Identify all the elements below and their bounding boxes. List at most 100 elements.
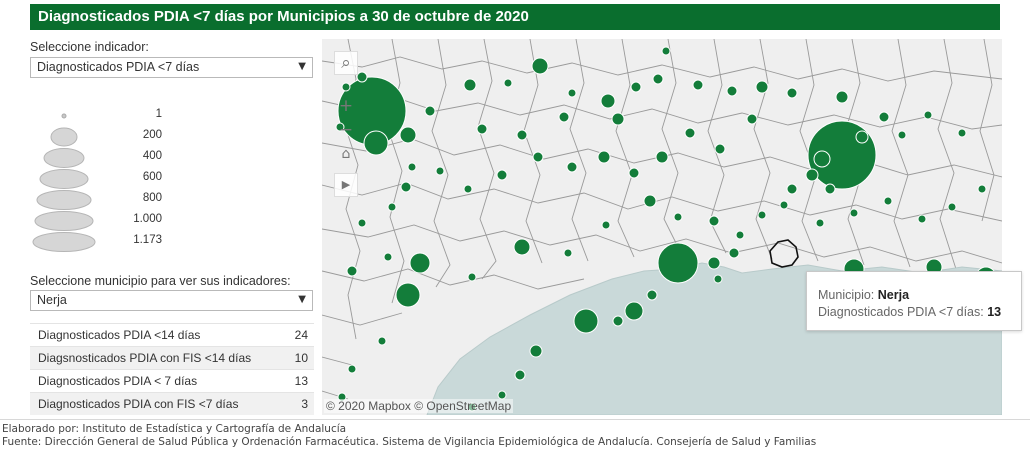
municipality-bubble[interactable] [516,129,528,141]
municipality-bubble[interactable] [611,112,625,126]
indicator-value: 24 [294,328,308,342]
municipality-bubble[interactable] [496,169,508,181]
municipality-bubble[interactable] [600,93,616,109]
municipality-bubble[interactable] [735,230,745,240]
municipality-bubble[interactable] [395,282,421,308]
municipality-bubble[interactable] [684,127,696,139]
play-icon[interactable]: ▶ [334,173,358,197]
municipality-bubble[interactable] [409,252,431,274]
municipality-bubble[interactable] [463,184,473,194]
municipality-bubble[interactable] [357,218,367,228]
municipality-bubble[interactable] [655,150,669,164]
search-icon[interactable]: ⌕ [334,51,358,75]
municipality-bubble[interactable] [957,128,967,138]
municipality-bubble[interactable] [497,390,507,400]
municipality-bubble[interactable] [399,126,417,144]
municipality-bubble[interactable] [400,181,412,193]
tooltip-municipio: Municipio: Nerja [818,288,909,302]
map-view[interactable]: ⌕ + − ⌂ ▶ © 2020 Mapbox © OpenStreetMap [322,39,1002,415]
municipality-bubble[interactable] [779,200,789,210]
municipality-bubble[interactable] [341,82,351,92]
municipality-bubble[interactable] [529,344,543,358]
municipality-bubble[interactable] [755,80,769,94]
municipality-bubble[interactable] [643,194,657,208]
municipality-bubble[interactable] [815,218,825,228]
map-canvas[interactable] [322,39,1002,415]
municipality-bubble[interactable] [714,143,726,155]
municipality-bubble[interactable] [356,71,368,83]
chevron-down-icon: ▼ [298,294,306,305]
municipality-bubble[interactable] [786,183,798,195]
municipality-bubble[interactable] [346,265,358,277]
indicator-value: 13 [294,374,308,388]
municipality-bubble[interactable] [878,111,890,123]
municipality-bubble[interactable] [435,166,445,176]
municipality-bubble[interactable] [377,336,387,346]
municipality-bubble[interactable] [746,113,758,125]
municipality-bubble[interactable] [835,90,849,104]
municipality-bubble[interactable] [567,88,577,98]
municipality-bubble[interactable] [849,208,859,218]
municipality-bubble[interactable] [661,46,671,56]
municipality-bubble[interactable] [503,78,513,88]
municipality-selector-label: Seleccione municipio para ver sus indica… [30,274,291,288]
municipality-bubble[interactable] [624,301,644,321]
municipality-bubble[interactable] [514,369,526,381]
municipality-bubble[interactable] [883,196,893,206]
municipality-bubble[interactable] [363,130,389,156]
municipality-bubble[interactable] [531,57,549,75]
municipality-bubble[interactable] [947,202,957,212]
municipality-bubble[interactable] [630,81,642,93]
municipality-bubble[interactable] [601,220,611,230]
map-tooltip: Municipio: Nerja Diagnosticados PDIA <7 … [806,271,1022,331]
municipality-bubble[interactable] [805,168,819,182]
municipality-bubble[interactable] [467,272,477,282]
selected-municipality-outline [769,239,799,268]
municipality-bubble[interactable] [335,122,345,132]
zoom-in-icon[interactable]: + [338,96,354,116]
legend-item: 800 [30,190,162,210]
municipality-bubble[interactable] [708,215,720,227]
indicator-dropdown[interactable]: Diagnosticados PDIA <7 días ▼ [30,57,313,78]
municipality-bubble[interactable] [673,212,683,222]
municipality-bubble[interactable] [532,151,544,163]
zoom-out-icon[interactable]: − [338,120,354,140]
municipality-bubble[interactable] [824,183,836,195]
indicator-selector-label: Seleccione indicador: [30,40,149,54]
municipality-bubble[interactable] [513,238,531,256]
municipality-bubble[interactable] [728,247,740,259]
municipality-bubble[interactable] [573,308,599,334]
municipality-bubble[interactable] [757,210,767,220]
municipality-bubble[interactable] [977,184,987,194]
municipality-bubble[interactable] [707,256,721,270]
bubble-layer [335,46,997,412]
municipality-bubble[interactable] [566,161,578,173]
tooltip-indicator-label: Diagnosticados PDIA <7 días: [818,305,984,319]
municipality-bubble[interactable] [923,110,933,120]
home-icon[interactable]: ⌂ [341,146,351,162]
municipality-bubble[interactable] [657,242,699,284]
municipality-dropdown[interactable]: Nerja ▼ [30,290,313,311]
municipality-bubble[interactable] [387,202,397,212]
municipality-bubble[interactable] [597,150,611,164]
municipality-bubble[interactable] [628,167,640,179]
municipality-bubble[interactable] [563,248,573,258]
municipality-bubble[interactable] [646,289,658,301]
municipality-bubble[interactable] [652,73,664,85]
municipality-bubble[interactable] [917,214,927,224]
municipality-bubble[interactable] [855,130,869,144]
municipality-bubble[interactable] [813,150,831,168]
municipality-bubble[interactable] [476,123,488,135]
municipality-bubble[interactable] [897,130,907,140]
municipality-bubble[interactable] [558,111,570,123]
municipality-bubble[interactable] [407,162,417,172]
municipality-bubble[interactable] [424,105,436,117]
municipality-bubble[interactable] [726,85,738,97]
municipality-bubble[interactable] [612,315,624,327]
municipality-bubble[interactable] [692,79,704,91]
municipality-bubble[interactable] [786,87,798,99]
municipality-bubble[interactable] [347,364,357,374]
municipality-bubble[interactable] [463,78,477,92]
municipality-bubble[interactable] [383,252,393,262]
municipality-bubble[interactable] [713,274,723,284]
